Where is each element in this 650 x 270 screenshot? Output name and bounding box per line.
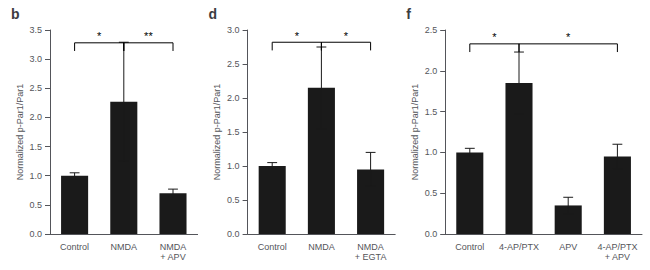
svg-text:0.0: 0.0 (227, 229, 240, 239)
svg-text:2.0: 2.0 (425, 66, 438, 76)
svg-text:+ EGTA: + EGTA (355, 252, 387, 262)
svg-text:3.0: 3.0 (227, 25, 240, 35)
svg-text:0.5: 0.5 (227, 195, 240, 205)
svg-text:*: * (566, 31, 571, 43)
svg-text:APV: APV (559, 242, 577, 252)
svg-text:2.0: 2.0 (29, 112, 42, 122)
svg-text:0.0: 0.0 (29, 229, 42, 239)
svg-text:Normalized p-Par1/Par1: Normalized p-Par1/Par1 (212, 84, 222, 181)
svg-text:+ APV: + APV (605, 252, 630, 262)
svg-text:3.0: 3.0 (29, 54, 42, 64)
svg-text:1.0: 1.0 (425, 147, 438, 157)
svg-text:*: * (295, 30, 300, 42)
svg-text:3.5: 3.5 (29, 25, 42, 35)
svg-text:*: * (97, 30, 102, 42)
svg-text:*: * (492, 31, 497, 43)
svg-text:NMDA: NMDA (160, 242, 187, 252)
svg-text:d: d (209, 6, 218, 22)
svg-text:0.0: 0.0 (425, 229, 438, 239)
svg-text:Control: Control (258, 242, 287, 252)
svg-text:+ APV: + APV (160, 252, 185, 262)
svg-text:1.0: 1.0 (29, 171, 42, 181)
svg-text:0.5: 0.5 (425, 188, 438, 198)
svg-text:Normalized p-Par1/Par1: Normalized p-Par1/Par1 (410, 84, 420, 181)
svg-text:1.5: 1.5 (425, 107, 438, 117)
svg-text:1.0: 1.0 (227, 161, 240, 171)
svg-text:Control: Control (455, 242, 484, 252)
svg-text:NMDA: NMDA (111, 242, 138, 252)
svg-text:NMDA: NMDA (308, 242, 335, 252)
svg-text:1.5: 1.5 (227, 127, 240, 137)
svg-text:b: b (11, 6, 20, 22)
svg-text:2.5: 2.5 (29, 83, 42, 93)
svg-text:Control: Control (60, 242, 89, 252)
svg-text:1.5: 1.5 (29, 142, 42, 152)
svg-text:**: ** (144, 30, 153, 42)
svg-text:Normalized p-Par1/Par1: Normalized p-Par1/Par1 (15, 84, 25, 181)
svg-text:0.5: 0.5 (29, 200, 42, 210)
svg-text:2.0: 2.0 (227, 93, 240, 103)
svg-text:2.5: 2.5 (425, 25, 438, 35)
svg-text:NMDA: NMDA (357, 242, 384, 252)
svg-text:f: f (406, 6, 411, 22)
svg-text:2.5: 2.5 (227, 59, 240, 69)
svg-text:4-AP/PTX: 4-AP/PTX (597, 242, 637, 252)
svg-text:4-AP/PTX: 4-AP/PTX (499, 242, 539, 252)
svg-text:*: * (344, 30, 349, 42)
